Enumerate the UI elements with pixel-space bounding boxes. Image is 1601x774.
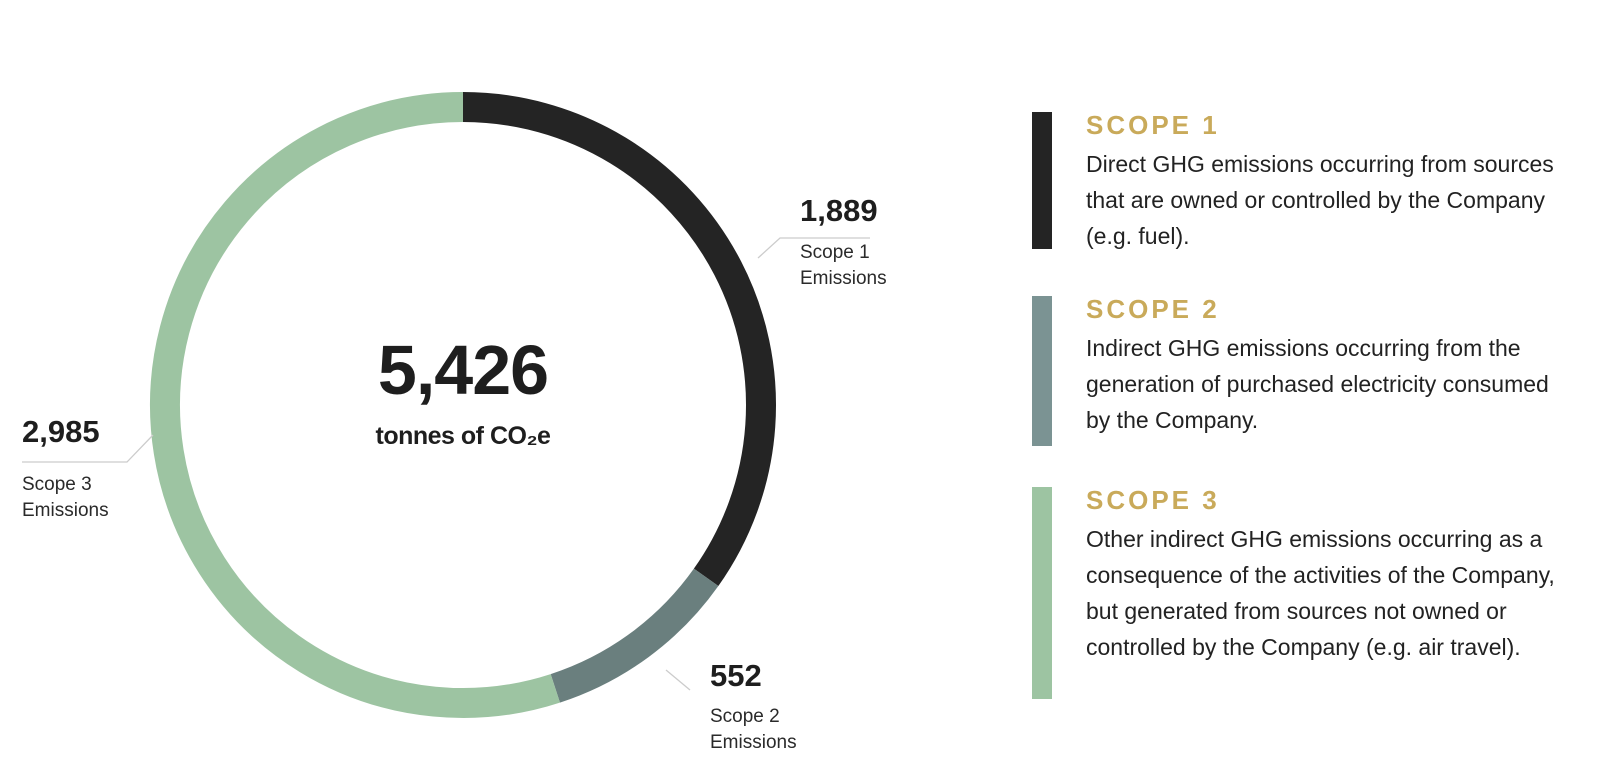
- leader-line-scope-1: [757, 237, 870, 259]
- donut-slice-scope-2: [550, 568, 719, 703]
- legend-item-scope-3: SCOPE 3 Other indirect GHG emissions occ…: [1032, 487, 1572, 702]
- scope-1-value: 1,889: [800, 193, 878, 228]
- scope-3-label: Scope 3 Emissions: [22, 474, 109, 521]
- legend-description: Direct GHG emissions occurring from sour…: [1086, 151, 1554, 249]
- leader-lines: [22, 237, 870, 691]
- leader-line-scope-3: [22, 434, 154, 463]
- legend-description: Other indirect GHG emissions occurring a…: [1086, 526, 1555, 660]
- leader-line-scope-2: [665, 669, 691, 691]
- total-value: 5,426: [377, 331, 549, 409]
- legend-color-bar: [1032, 487, 1052, 699]
- donut-slices: [150, 92, 776, 718]
- legend-title: SCOPE 2: [1086, 294, 1220, 324]
- donut-slice-scope-1: [462, 92, 776, 586]
- scope-3-value: 2,985: [22, 414, 100, 449]
- scope-2-value: 552: [710, 658, 762, 693]
- legend-item-scope-1: SCOPE 1 Direct GHG emissions occurring f…: [1032, 112, 1572, 252]
- legend-title: SCOPE 1: [1086, 110, 1220, 140]
- donut-slice-scope-3: [150, 92, 560, 718]
- legend-color-bar: [1032, 296, 1052, 446]
- total-unit: tonnes of CO₂e: [375, 422, 551, 450]
- legend-description: Indirect GHG emissions occurring from th…: [1086, 335, 1549, 433]
- legend-item-scope-2: SCOPE 2 Indirect GHG emissions occurring…: [1032, 296, 1572, 446]
- legend-color-bar: [1032, 112, 1052, 249]
- scope-1-label: Scope 1 Emissions: [800, 242, 887, 289]
- scope-2-label: Scope 2 Emissions: [710, 706, 797, 753]
- legend-title: SCOPE 3: [1086, 485, 1220, 515]
